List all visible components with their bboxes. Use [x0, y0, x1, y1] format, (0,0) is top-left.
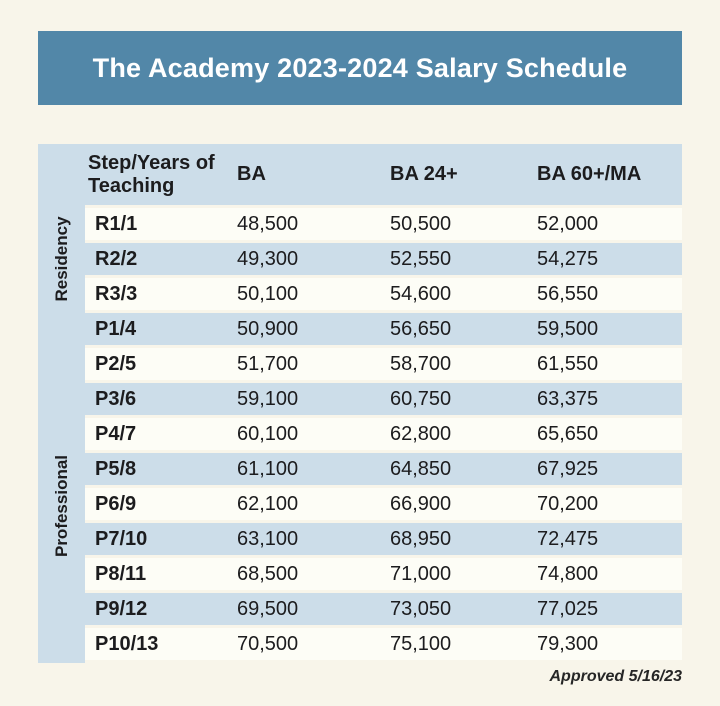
- salary-cell-ba24: 52,550: [390, 247, 452, 270]
- row-step-label: P6/9: [95, 492, 137, 515]
- salary-cell-ba: 60,100: [237, 422, 299, 445]
- table-row: R3/3 50,100 54,600 56,550: [85, 278, 682, 310]
- salary-cell-ba60-ma: 59,500: [537, 317, 599, 340]
- salary-cell-ba24: 60,750: [390, 387, 452, 410]
- row-step-label: P2/5: [95, 352, 137, 375]
- salary-cell-ba: 70,500: [237, 632, 299, 655]
- row-step-label: P9/12: [95, 597, 148, 620]
- salary-cell-ba: 59,100: [237, 387, 299, 410]
- row-step-label: R1/1: [95, 212, 138, 235]
- table-header-row: Step/Years of Teaching BA BA 24+ BA 60+/…: [38, 144, 682, 205]
- salary-cell-ba24: 50,500: [390, 212, 452, 235]
- salary-cell-ba: 61,100: [237, 457, 299, 480]
- salary-table: Residency Professional Step/Years of Tea…: [38, 144, 682, 663]
- salary-cell-ba60-ma: 67,925: [537, 457, 599, 480]
- row-step-label: R2/2: [95, 247, 138, 270]
- table-row: P7/10 63,100 68,950 72,475: [85, 523, 682, 555]
- salary-cell-ba24: 75,100: [390, 632, 452, 655]
- table-row: P6/9 62,100 66,900 70,200: [85, 488, 682, 520]
- salary-cell-ba: 69,500: [237, 597, 299, 620]
- row-step-label: P8/11: [95, 562, 147, 585]
- salary-cell-ba24: 58,700: [390, 352, 452, 375]
- row-step-label: P5/8: [95, 457, 137, 480]
- salary-cell-ba60-ma: 54,275: [537, 247, 599, 270]
- row-step-label: P10/13: [95, 632, 159, 655]
- row-step-label: R3/3: [95, 282, 138, 305]
- table-row: P4/7 60,100 62,800 65,650: [85, 418, 682, 450]
- salary-cell-ba60-ma: 61,550: [537, 352, 599, 375]
- salary-cell-ba24: 68,950: [390, 527, 452, 550]
- table-row: P8/11 68,500 71,000 74,800: [85, 558, 682, 590]
- table-row: P1/4 50,900 56,650 59,500: [85, 313, 682, 345]
- salary-cell-ba60-ma: 72,475: [537, 527, 599, 550]
- salary-cell-ba60-ma: 77,025: [537, 597, 599, 620]
- salary-cell-ba: 50,100: [237, 282, 299, 305]
- column-header-step-years: Step/Years of Teaching: [88, 152, 215, 197]
- table-body: R1/1 48,500 50,500 52,000 R2/2 49,300 52…: [38, 205, 682, 660]
- salary-cell-ba: 63,100: [237, 527, 299, 550]
- table-row: R2/2 49,300 52,550 54,275: [85, 243, 682, 275]
- salary-cell-ba60-ma: 52,000: [537, 212, 599, 235]
- table-row: P9/12 69,500 73,050 77,025: [85, 593, 682, 625]
- salary-cell-ba24: 64,850: [390, 457, 452, 480]
- salary-cell-ba: 50,900: [237, 317, 299, 340]
- column-header-ba: BA: [237, 163, 266, 186]
- salary-cell-ba: 49,300: [237, 247, 299, 270]
- approval-note: Approved 5/16/23: [549, 668, 683, 685]
- salary-cell-ba60-ma: 56,550: [537, 282, 599, 305]
- salary-cell-ba60-ma: 79,300: [537, 632, 599, 655]
- row-step-label: P4/7: [95, 422, 137, 445]
- salary-cell-ba60-ma: 65,650: [537, 422, 599, 445]
- salary-cell-ba24: 66,900: [390, 492, 452, 515]
- salary-cell-ba24: 62,800: [390, 422, 452, 445]
- salary-cell-ba60-ma: 70,200: [537, 492, 599, 515]
- salary-cell-ba24: 56,650: [390, 317, 452, 340]
- salary-cell-ba24: 71,000: [390, 562, 452, 585]
- row-step-label: P7/10: [95, 527, 148, 550]
- table-row: R1/1 48,500 50,500 52,000: [85, 208, 682, 240]
- salary-cell-ba: 48,500: [237, 212, 299, 235]
- salary-cell-ba24: 73,050: [390, 597, 452, 620]
- group-strip: Residency Professional: [38, 144, 85, 663]
- table-row: P2/5 51,700 58,700 61,550: [85, 348, 682, 380]
- salary-cell-ba: 62,100: [237, 492, 299, 515]
- table-row: P10/13 70,500 75,100 79,300: [85, 628, 682, 660]
- column-header-ba60-ma: BA 60+/MA: [537, 163, 642, 186]
- table-row: P3/6 59,100 60,750 63,375: [85, 383, 682, 415]
- column-header-ba24: BA 24+: [390, 163, 458, 186]
- row-step-label: P1/4: [95, 317, 137, 340]
- salary-cell-ba: 68,500: [237, 562, 299, 585]
- row-step-label: P3/6: [95, 387, 137, 410]
- table-row: P5/8 61,100 64,850 67,925: [85, 453, 682, 485]
- salary-cell-ba24: 54,600: [390, 282, 452, 305]
- salary-cell-ba: 51,700: [237, 352, 299, 375]
- salary-cell-ba60-ma: 74,800: [537, 562, 599, 585]
- page-title: The Academy 2023-2024 Salary Schedule: [92, 52, 628, 83]
- salary-cell-ba60-ma: 63,375: [537, 387, 599, 410]
- title-banner: The Academy 2023-2024 Salary Schedule: [38, 31, 682, 105]
